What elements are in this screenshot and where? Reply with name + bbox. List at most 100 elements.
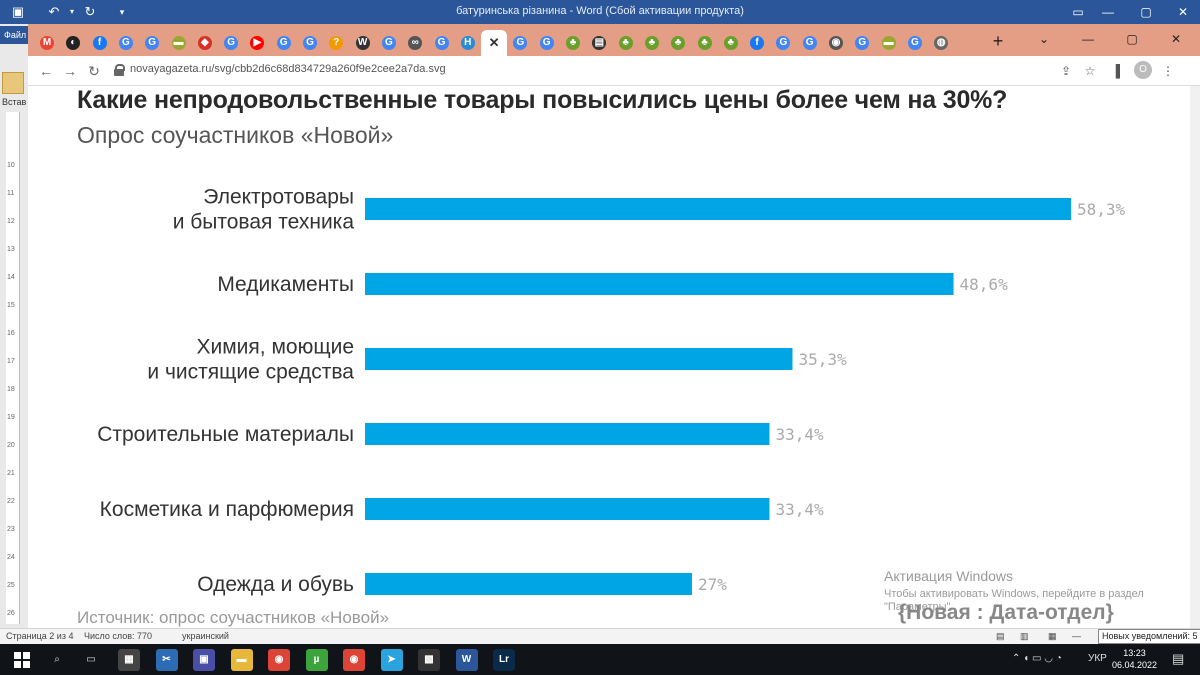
page-scrollbar[interactable] [1190, 86, 1200, 628]
value-label: 27% [698, 575, 727, 594]
notification-center-icon[interactable]: ▤ [1172, 651, 1185, 666]
undo-icon[interactable]: ↶ [48, 4, 60, 19]
browser-tab[interactable]: ◆ [192, 30, 218, 56]
minimize-icon[interactable]: — [1082, 32, 1094, 46]
print-layout-icon[interactable]: ▥ [1020, 631, 1029, 641]
read-mode-icon[interactable]: ▤ [996, 631, 1005, 641]
address-bar[interactable]: novayagazeta.ru/svg/cbb2d6c68d834729a260… [108, 59, 1108, 83]
browser-tab[interactable]: ♣ [639, 30, 665, 56]
google-icon: G [118, 36, 133, 50]
torrent-icon[interactable]: µ [305, 649, 328, 671]
lightroom-icon[interactable]: Lr [493, 649, 515, 671]
tray-icons[interactable]: ⌃ ◖ ▭ ◡ ◔ [1012, 653, 1062, 664]
back-icon[interactable]: ← [39, 63, 53, 79]
browser-tab[interactable]: ◍ [928, 30, 954, 56]
browser-tab[interactable]: W [350, 30, 376, 56]
task-view-icon[interactable]: ▭ [86, 654, 96, 665]
browser-tab[interactable]: G [376, 30, 402, 56]
browser-tab[interactable]: G [271, 30, 297, 56]
close-icon[interactable]: ✕ [1170, 32, 1182, 46]
close-icon[interactable]: ✕ [1177, 5, 1189, 19]
browser-tab[interactable]: ▬ [876, 30, 902, 56]
browser-tab[interactable]: G [429, 30, 455, 56]
share-icon[interactable]: ⇪ [1060, 64, 1072, 78]
chevron-down-icon[interactable]: ▾ [69, 7, 74, 16]
file-tab[interactable]: Файл [0, 26, 28, 44]
clock[interactable]: 13:23 06.04.2022 [1112, 647, 1157, 671]
globe-icon: ◍ [934, 36, 949, 50]
zoom-minus-icon[interactable]: — [1072, 631, 1081, 641]
google-icon: G [907, 36, 922, 50]
browser-tab[interactable]: ▤ [586, 30, 612, 56]
bookmark-star-icon[interactable]: ☆ [1084, 64, 1096, 78]
value-label: 35,3% [798, 350, 847, 369]
paste-icon[interactable] [2, 72, 24, 94]
browser-tab[interactable]: G [849, 30, 875, 56]
browser-tab[interactable]: ◉ [823, 30, 849, 56]
gmail-icon: M [40, 36, 54, 50]
reload-icon[interactable]: ↻ [88, 63, 100, 79]
calculator-icon[interactable]: ▦ [118, 649, 140, 671]
telegram-icon[interactable]: ➤ [380, 649, 403, 671]
browser-tab[interactable]: G [139, 30, 165, 56]
browser-tab[interactable]: ✕ [481, 30, 508, 56]
browser-tab[interactable]: H [455, 30, 481, 56]
browser-tab[interactable]: ◐ [60, 30, 86, 56]
tab-search-icon[interactable]: ⌄ [1038, 32, 1050, 46]
save-icon[interactable]: ▣ [11, 4, 25, 19]
customize-icon[interactable]: ▾ [119, 7, 125, 17]
browser-tab[interactable]: G [534, 30, 560, 56]
browser-tab[interactable]: ♣ [560, 30, 586, 56]
bar [365, 348, 793, 370]
page-count[interactable]: Страница 2 из 4 [6, 631, 74, 641]
word-icon[interactable]: W [455, 649, 478, 671]
browser-tab[interactable]: ▬ [166, 30, 192, 56]
ribbon-options-icon[interactable]: ▭ [1072, 5, 1084, 19]
ruler-number: 24 [7, 554, 15, 561]
page-viewport: 58,3% Электротовары и бытовая техника 48,6%… [28, 86, 1200, 628]
browser-tab[interactable]: ♣ [692, 30, 718, 56]
redo-icon[interactable]: ↻ [84, 4, 96, 19]
maximize-icon[interactable]: ▢ [1140, 5, 1152, 19]
tree-icon: ♣ [566, 36, 580, 50]
browser-tab[interactable]: G [218, 30, 244, 56]
maximize-icon[interactable]: ▢ [1126, 32, 1138, 46]
browser-tab[interactable]: G [797, 30, 823, 56]
folder-icon[interactable]: ▬ [230, 649, 253, 671]
browser-tab[interactable]: f [87, 30, 113, 56]
chrome-icon[interactable]: ◉ [268, 649, 290, 671]
profile-avatar[interactable]: O [1134, 61, 1152, 79]
side-panel-icon[interactable]: ▌ [1115, 64, 1125, 78]
browser-tab[interactable]: f [744, 30, 770, 56]
windows-start-icon[interactable] [14, 652, 30, 668]
word-count[interactable]: Число слов: 770 [84, 631, 153, 641]
browser-tab[interactable]: G [297, 30, 323, 56]
minimize-icon[interactable]: — [1102, 5, 1114, 19]
language-indicator[interactable]: украинский [182, 631, 229, 641]
browser-tab[interactable]: ♣ [718, 30, 744, 56]
browser-tab[interactable]: G [902, 30, 928, 56]
snip-icon[interactable]: ✂ [155, 649, 178, 671]
browser-tab[interactable]: G [113, 30, 139, 56]
browser-tab[interactable]: ♣ [665, 30, 691, 56]
category-label-line: Одежда и обувь [197, 573, 354, 596]
new-tab-button[interactable]: + [992, 31, 1004, 51]
web-layout-icon[interactable]: ▦ [1048, 631, 1057, 641]
browser-tab[interactable]: ∞ [402, 30, 428, 56]
save-icon[interactable]: ▣ [193, 649, 215, 671]
browser-tab[interactable]: G [507, 30, 533, 56]
chrome-icon[interactable]: ◉ [343, 649, 365, 671]
browser-tab[interactable]: M [34, 30, 60, 56]
search-icon[interactable]: ⌕ [54, 654, 60, 665]
menu-icon[interactable]: ⋮ [1162, 64, 1174, 78]
notifications-tooltip: Новых уведомлений: 5 [1098, 629, 1200, 644]
keyboard-layout[interactable]: УКР [1088, 653, 1107, 664]
url-text[interactable]: novayagazeta.ru/svg/cbb2d6c68d834729a260… [130, 63, 446, 75]
browser-tab[interactable]: ♣ [613, 30, 639, 56]
browser-tab[interactable]: G [770, 30, 796, 56]
clapper-icon[interactable]: ▩ [418, 649, 440, 671]
forward-icon[interactable]: → [63, 63, 77, 79]
ruler-number: 17 [7, 358, 15, 365]
browser-tab[interactable]: ? [323, 30, 349, 56]
browser-tab[interactable]: ▶ [244, 30, 270, 56]
